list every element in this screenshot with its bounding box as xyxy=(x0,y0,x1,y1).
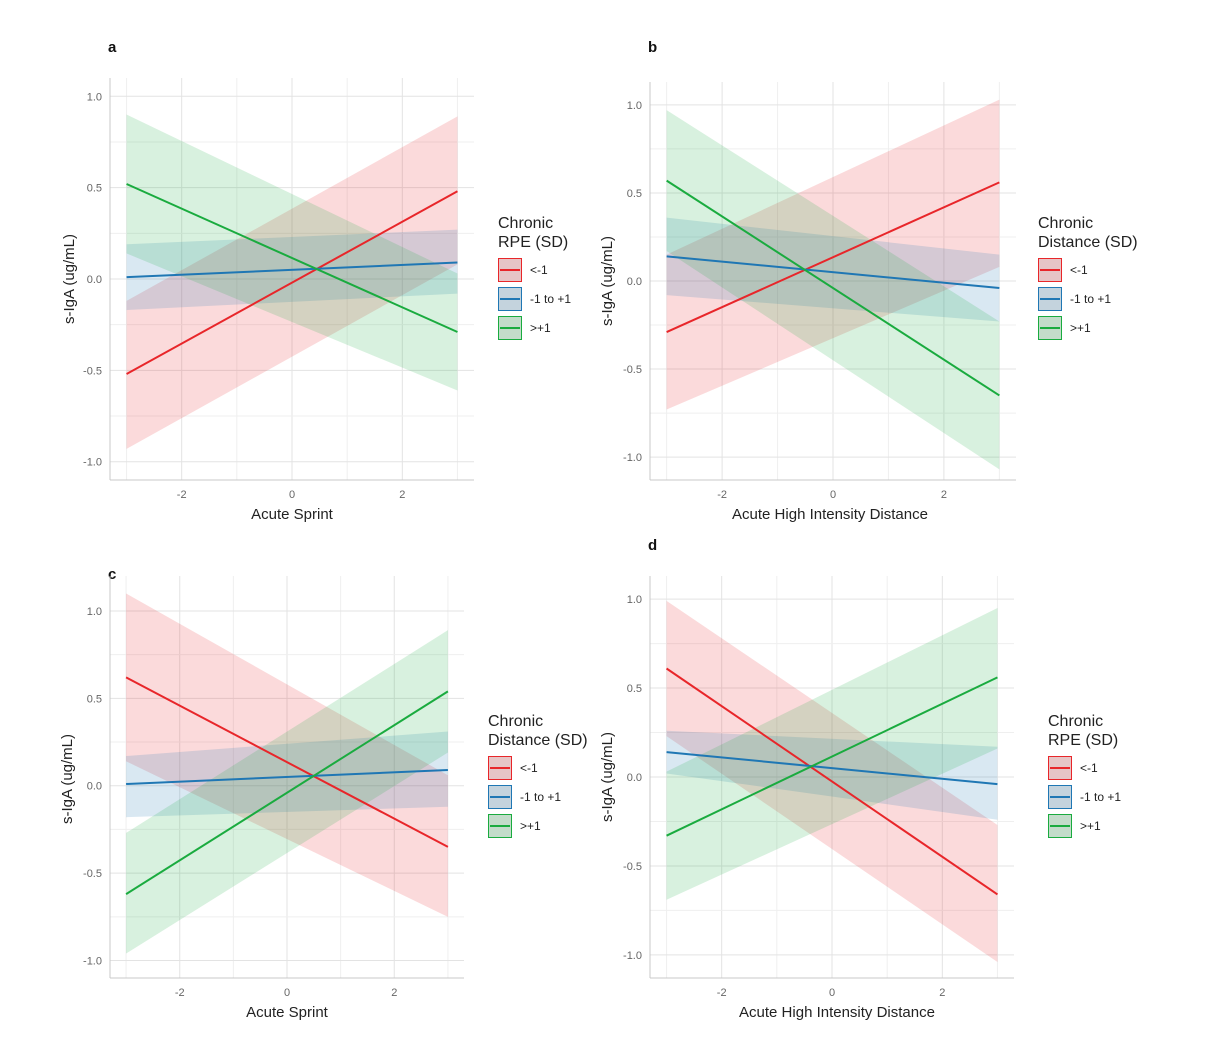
series-line-1 xyxy=(126,261,458,279)
legend-entry-0: <-1 xyxy=(1080,761,1098,775)
ci-band-2 xyxy=(666,110,1000,470)
legend-title: Distance (SD) xyxy=(1038,234,1138,251)
y-tick-label: -1.0 xyxy=(623,950,642,962)
y-tick-label: 0.0 xyxy=(87,274,102,286)
series-line-2 xyxy=(666,179,1000,397)
y-axis-title: s-IgA (ug/mL) xyxy=(599,732,616,822)
x-tick-label: 2 xyxy=(399,489,405,501)
y-tick-label: 0.5 xyxy=(627,683,642,695)
y-tick-label: 0.0 xyxy=(627,276,642,288)
legend-title: Chronic xyxy=(498,215,553,232)
y-tick-label: 1.0 xyxy=(627,594,642,606)
y-tick-label: 1.0 xyxy=(627,100,642,112)
y-tick-label: 0.0 xyxy=(87,781,102,793)
y-axis-title: s-IgA (ug/mL) xyxy=(61,234,78,324)
grid-b xyxy=(650,82,1016,480)
grid-a xyxy=(110,78,474,480)
y-tick-label: 0.5 xyxy=(87,693,102,705)
panel-label-d: d xyxy=(648,537,657,554)
ci-band-0 xyxy=(126,593,448,917)
legend-entry-0: <-1 xyxy=(520,761,538,775)
x-tick-label: 2 xyxy=(939,987,945,999)
legend-entry-2: >+1 xyxy=(520,819,541,833)
y-axis-title: s-IgA (ug/mL) xyxy=(59,734,76,824)
x-axis-title: Acute High Intensity Distance xyxy=(732,506,928,523)
ci-band-1 xyxy=(126,731,448,818)
legend-title: Distance (SD) xyxy=(488,732,588,749)
ci-band-2 xyxy=(126,114,458,391)
y-tick-label: -0.5 xyxy=(623,364,642,376)
legend-entry-2: >+1 xyxy=(530,321,551,335)
series-line-1 xyxy=(126,769,448,785)
series-line-2 xyxy=(666,676,998,837)
legend-title: Chronic xyxy=(1048,713,1103,730)
ci-band-0 xyxy=(666,99,1000,410)
y-axis-title: s-IgA (ug/mL) xyxy=(599,236,616,326)
y-tick-label: -1.0 xyxy=(83,457,102,469)
legend-c: Chronic Distance (SD) <-1 -1 to +1 >+1 xyxy=(488,713,588,838)
legend-a: Chronic RPE (SD) <-1 -1 to +1 >+1 xyxy=(498,215,571,340)
series-line-2 xyxy=(125,690,449,895)
legend-title: Chronic xyxy=(488,713,543,730)
legend-entry-1: -1 to +1 xyxy=(1070,292,1111,306)
panel-label-a: a xyxy=(108,39,117,56)
legend-entry-1: -1 to +1 xyxy=(1080,790,1121,804)
panel-b: b -2 0 2 -1.0 -0.5 0.0 0.5 1.0 Acute High Intensi… xyxy=(599,39,1138,523)
y-tick-label: -0.5 xyxy=(623,861,642,873)
x-tick-label: -2 xyxy=(717,987,727,999)
panel-label-b: b xyxy=(648,39,657,56)
y-tick-label: -1.0 xyxy=(623,452,642,464)
y-tick-label: -0.5 xyxy=(83,365,102,377)
x-tick-label: 2 xyxy=(941,489,947,501)
x-tick-label: 0 xyxy=(829,987,835,999)
y-tick-label: 0.5 xyxy=(627,188,642,200)
legend-entry-0: <-1 xyxy=(530,263,548,277)
x-tick-label: 0 xyxy=(289,489,295,501)
x-tick-label: 2 xyxy=(391,987,397,999)
ci-band-2 xyxy=(666,608,998,900)
x-tick-label: 0 xyxy=(284,987,290,999)
legend-title: Chronic xyxy=(1038,215,1093,232)
panel-d: d -2 0 2 -1.0 -0.5 0.0 0.5 1.0 Acute High Intensi… xyxy=(599,537,1121,1021)
legend-entry-1: -1 to +1 xyxy=(520,790,561,804)
y-tick-label: 1.0 xyxy=(87,91,102,103)
series-line-2 xyxy=(126,183,458,333)
legend-b: Chronic Distance (SD) <-1 -1 to +1 >+1 xyxy=(1038,215,1138,340)
legend-d: Chronic RPE (SD) <-1 -1 to +1 >+1 xyxy=(1048,713,1121,838)
series-line-0 xyxy=(126,190,458,375)
y-tick-label: 1.0 xyxy=(87,606,102,618)
x-axis-title: Acute High Intensity Distance xyxy=(739,1004,935,1021)
series-line-0 xyxy=(666,181,1000,333)
legend-entry-2: >+1 xyxy=(1070,321,1091,335)
panel-a: a -2 0 2 -1.0 -0.5 0.0 0.5 1.0 Acute Sprint s-IgA … xyxy=(61,39,571,523)
series-line-0 xyxy=(665,667,999,896)
panel-label-c: c xyxy=(108,566,116,583)
legend-entry-2: >+1 xyxy=(1080,819,1101,833)
x-axis-title: Acute Sprint xyxy=(246,1004,329,1021)
grid-c xyxy=(110,576,464,978)
legend-entry-1: -1 to +1 xyxy=(530,292,571,306)
ci-band-1 xyxy=(666,730,998,820)
grid-d xyxy=(650,576,1014,978)
x-tick-label: -2 xyxy=(717,489,727,501)
panel-c: c -2 0 2 -1.0 -0.5 0.0 0.5 1.0 Acute Sprint s-IgA … xyxy=(59,566,588,1021)
y-tick-label: 0.5 xyxy=(87,183,102,195)
legend-entry-0: <-1 xyxy=(1070,263,1088,277)
legend-title: RPE (SD) xyxy=(498,234,568,251)
x-tick-label: -2 xyxy=(175,987,185,999)
y-tick-label: -0.5 xyxy=(83,868,102,880)
x-tick-label: 0 xyxy=(830,489,836,501)
x-axis-title: Acute Sprint xyxy=(251,506,334,523)
y-tick-label: 0.0 xyxy=(627,772,642,784)
series-line-1 xyxy=(666,255,1000,290)
series-line-0 xyxy=(125,676,449,848)
legend-title: RPE (SD) xyxy=(1048,732,1118,749)
series-line-1 xyxy=(666,751,998,786)
x-tick-label: -2 xyxy=(177,489,187,501)
y-tick-label: -1.0 xyxy=(83,956,102,968)
